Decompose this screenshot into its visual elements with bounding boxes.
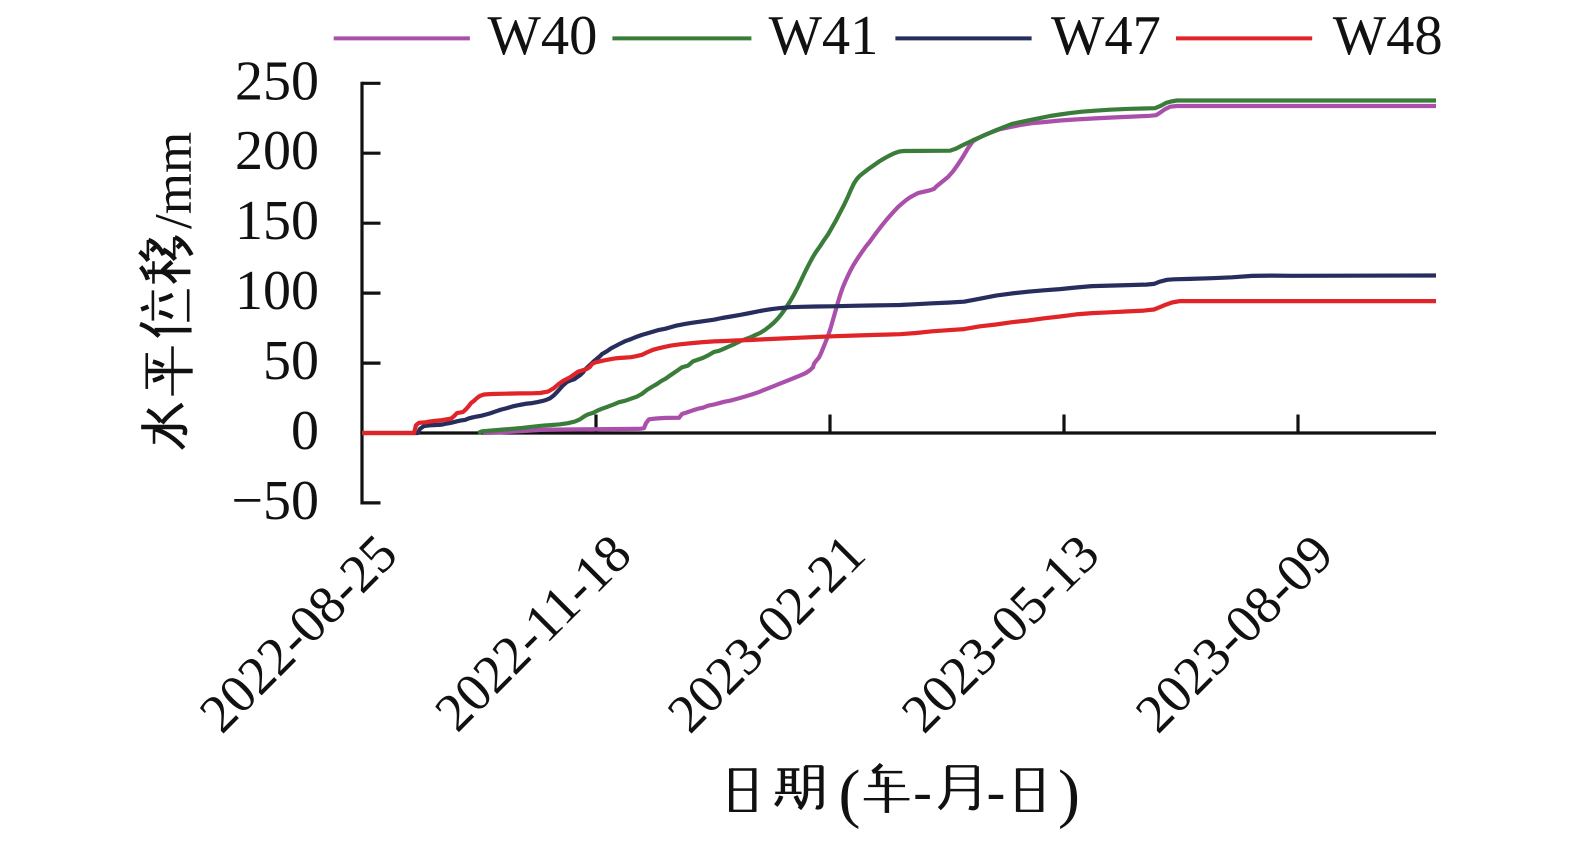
svg-text:150: 150 bbox=[235, 190, 319, 252]
svg-text:−50: −50 bbox=[231, 470, 319, 532]
svg-text:-: - bbox=[913, 761, 932, 823]
svg-text:50: 50 bbox=[263, 330, 319, 392]
svg-text:250: 250 bbox=[235, 50, 319, 112]
svg-text:/mm: /mm bbox=[145, 132, 203, 229]
svg-text:0: 0 bbox=[291, 400, 319, 462]
svg-text:(: ( bbox=[839, 757, 861, 830]
svg-text:W41: W41 bbox=[769, 5, 879, 67]
svg-text:200: 200 bbox=[235, 120, 319, 182]
svg-text:W48: W48 bbox=[1333, 5, 1443, 67]
svg-text:): ) bbox=[1058, 757, 1080, 830]
svg-text:-: - bbox=[987, 761, 1006, 823]
svg-text:W40: W40 bbox=[488, 5, 598, 67]
svg-text:W47: W47 bbox=[1051, 5, 1161, 67]
svg-text:100: 100 bbox=[235, 260, 319, 322]
